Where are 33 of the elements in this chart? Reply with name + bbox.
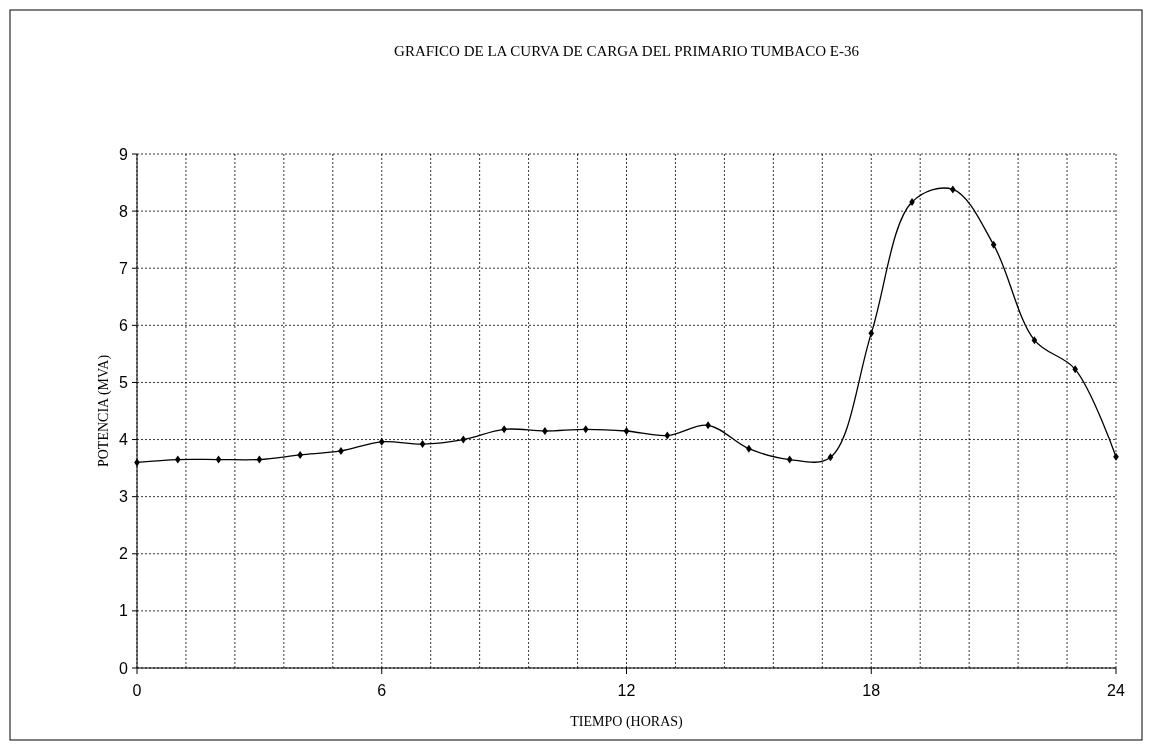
point xyxy=(664,431,671,440)
point xyxy=(623,426,630,435)
y-tick-label: 9 xyxy=(119,145,129,163)
point xyxy=(215,455,222,464)
y-tick-label: 1 xyxy=(119,602,129,620)
point xyxy=(868,329,875,338)
point xyxy=(256,455,263,464)
x-tick-label: 18 xyxy=(862,682,881,699)
x-tick-label: 12 xyxy=(617,682,636,699)
point xyxy=(419,440,426,449)
x-tick-label: 0 xyxy=(132,682,142,699)
y-tick-label: 3 xyxy=(119,488,129,506)
y-tick-label: 2 xyxy=(119,545,129,563)
point xyxy=(1031,336,1038,345)
x-tick-label: 24 xyxy=(1107,682,1125,699)
point xyxy=(174,455,181,464)
y-tick-label: 6 xyxy=(119,316,129,334)
point xyxy=(378,437,385,446)
point xyxy=(990,240,997,249)
y-tick-label: 0 xyxy=(119,659,129,677)
x-tick-label: 6 xyxy=(377,682,387,699)
y-tick-label: 8 xyxy=(119,202,129,220)
point xyxy=(786,455,793,464)
point xyxy=(827,453,834,462)
y-axis-title: POTENCIA (MVA) xyxy=(96,354,112,468)
y-tick-label: 5 xyxy=(119,374,129,392)
x-axis-title: TIEMPO (HORAS) xyxy=(570,714,684,730)
point xyxy=(1072,365,1079,374)
point xyxy=(582,425,589,434)
y-tick-label: 7 xyxy=(119,259,129,277)
point xyxy=(460,435,467,444)
y-tick-label: 4 xyxy=(119,431,129,449)
chart-title: GRAFICO DE LA CURVA DE CARGA DEL PRIMARIO TUMBACO E-36 xyxy=(394,43,860,59)
